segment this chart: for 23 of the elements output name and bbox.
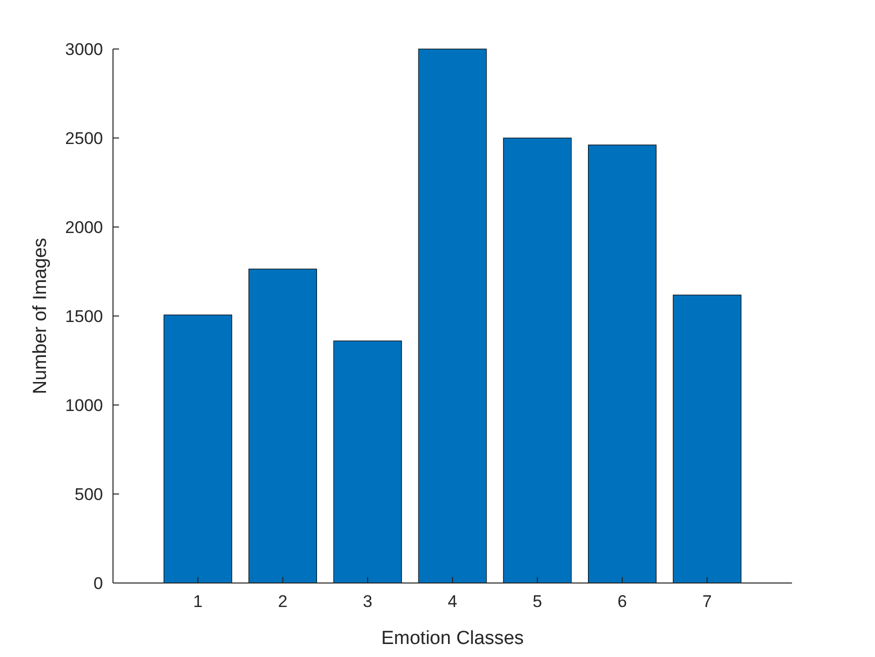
bar	[164, 314, 232, 584]
x-tick-label: 3	[362, 592, 372, 611]
y-tick-label: 500	[74, 484, 103, 504]
y-axis-title: Number of Images	[30, 238, 51, 394]
y-tick-label: 1500	[65, 306, 103, 326]
x-tick-label: 6	[618, 592, 627, 611]
x-axis-title: Emotion Classes	[381, 628, 524, 649]
x-tick-label: 4	[448, 592, 458, 611]
bar	[333, 340, 402, 584]
y-tick-label: 2000	[65, 218, 103, 237]
y-tick-label: 3000	[65, 40, 103, 59]
y-tick-label: 1000	[65, 396, 103, 415]
bar	[672, 294, 742, 584]
x-tick-label: 5	[532, 592, 542, 611]
x-tick-label: 2	[278, 592, 288, 611]
x-tick-label: 7	[702, 592, 712, 611]
bar	[418, 48, 487, 584]
y-tick-label: 0	[94, 574, 103, 593]
bar	[588, 144, 656, 584]
y-tick-label: 2500	[65, 128, 103, 148]
x-tick-label: 1	[193, 592, 203, 611]
bar	[248, 268, 317, 584]
bar	[503, 138, 572, 584]
